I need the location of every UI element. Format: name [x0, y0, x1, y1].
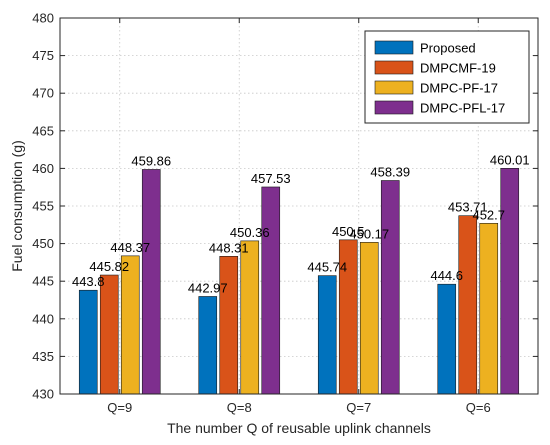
legend: Proposed DMPCMF-19 DMPC-PF-17 DMPC-PFL-17: [364, 30, 530, 124]
y-tick-label: 435: [32, 349, 54, 364]
x-tick-label: Q=8: [227, 400, 252, 415]
data-label: 445.74: [307, 260, 347, 275]
y-tick-label: 480: [32, 11, 54, 26]
data-label: 459.86: [131, 153, 171, 168]
y-tick-label: 465: [32, 123, 54, 138]
data-label: 443.8: [72, 274, 105, 289]
y-tick-label: 445: [32, 274, 54, 289]
bars: [78, 168, 520, 395]
data-label: 444.6: [430, 268, 463, 283]
legend-swatch: [374, 60, 414, 75]
bar: [458, 215, 478, 395]
data-label: 450.5: [332, 224, 365, 239]
data-label: 442.97: [188, 280, 228, 295]
y-tick-label: 450: [32, 236, 54, 251]
data-label: 452.7: [472, 207, 505, 222]
grid: [60, 17, 538, 395]
legend-label: DMPC-PFL-17: [420, 101, 505, 116]
y-tick-label: 475: [32, 48, 54, 63]
bar: [141, 169, 161, 395]
data-label: 453.71: [448, 200, 488, 215]
y-tick-label: 430: [32, 387, 54, 402]
legend-swatch: [374, 100, 414, 115]
data-label: 450.17: [349, 226, 389, 241]
data-label: 448.31: [209, 240, 249, 255]
bar: [437, 283, 457, 395]
bar: [479, 222, 499, 395]
data-label: 457.53: [251, 171, 291, 186]
bar: [219, 256, 239, 395]
bar: [120, 255, 140, 395]
bar: [99, 274, 119, 395]
legend-label: DMPCMF-19: [420, 61, 496, 76]
x-tick-label: Q=7: [346, 400, 371, 415]
bar: [380, 180, 400, 395]
bar: [500, 168, 520, 395]
legend-swatch: [374, 80, 414, 95]
x-tick-label: Q=9: [107, 400, 132, 415]
bar: [78, 289, 98, 395]
bar: [359, 242, 379, 395]
legend-swatch: [374, 40, 414, 55]
axis-ticks: 430 435 440 445 450 455 460 465 470 475 480 Q=9 Q=8 Q…: [32, 11, 538, 415]
data-label: 460.01: [490, 152, 530, 167]
x-tick-label: Q=6: [466, 400, 491, 415]
y-tick-label: 440: [32, 311, 54, 326]
data-label: 458.39: [370, 165, 410, 180]
bar: [240, 240, 260, 395]
x-axis-label: The number Q of reusable uplink channels: [167, 420, 431, 436]
legend-label: Proposed: [420, 41, 476, 56]
data-label: 450.36: [230, 225, 270, 240]
y-tick-label: 470: [32, 86, 54, 101]
y-axis-label: Fuel consumption (g): [9, 140, 25, 272]
legend-label: DMPC-PF-17: [420, 81, 498, 96]
bar: [317, 275, 337, 395]
y-tick-label: 460: [32, 161, 54, 176]
bar: [198, 296, 218, 395]
y-tick-label: 455: [32, 199, 54, 214]
bar: [261, 186, 281, 395]
data-label: 448.37: [110, 240, 150, 255]
data-label: 445.82: [89, 259, 129, 274]
